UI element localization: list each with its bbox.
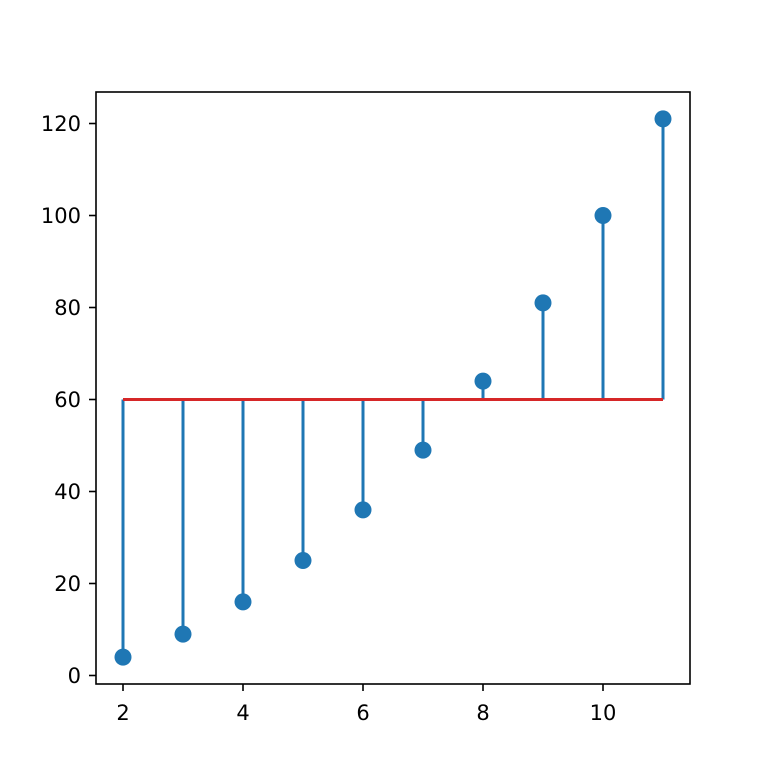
y-tick-label-2: 40 xyxy=(54,480,81,504)
y-axis-ticks: 0 20 40 60 80 100 120 xyxy=(41,112,96,688)
x-tick-label-2: 6 xyxy=(356,701,369,725)
stem-marker-7 xyxy=(534,294,552,312)
x-tick-label-3: 8 xyxy=(476,701,489,725)
stem-marker-6 xyxy=(474,372,492,390)
stem-marker-8 xyxy=(594,207,612,225)
plot-frame xyxy=(95,91,691,685)
stem-marker-1 xyxy=(174,625,192,643)
x-axis-ticks: 2 4 6 8 10 xyxy=(116,684,616,725)
y-tick-label-4: 80 xyxy=(54,296,81,320)
stem-marker-3 xyxy=(294,551,312,569)
x-tick-label-1: 4 xyxy=(236,701,249,725)
y-tick-label-6: 120 xyxy=(41,112,81,136)
y-tick-label-5: 100 xyxy=(41,204,81,228)
stem-marker-9 xyxy=(654,110,672,128)
stem-marker-5 xyxy=(414,441,432,459)
stem-marker-2 xyxy=(234,593,252,611)
markers-layer xyxy=(114,110,672,666)
stem-marker-0 xyxy=(114,648,132,666)
x-tick-label-0: 2 xyxy=(116,701,129,725)
y-tick-label-3: 60 xyxy=(54,388,81,412)
x-tick-label-4: 10 xyxy=(590,701,617,725)
stem-marker-4 xyxy=(354,501,372,519)
stems-layer xyxy=(121,118,665,658)
y-tick-label-0: 0 xyxy=(68,664,81,688)
y-tick-label-1: 20 xyxy=(54,572,81,596)
